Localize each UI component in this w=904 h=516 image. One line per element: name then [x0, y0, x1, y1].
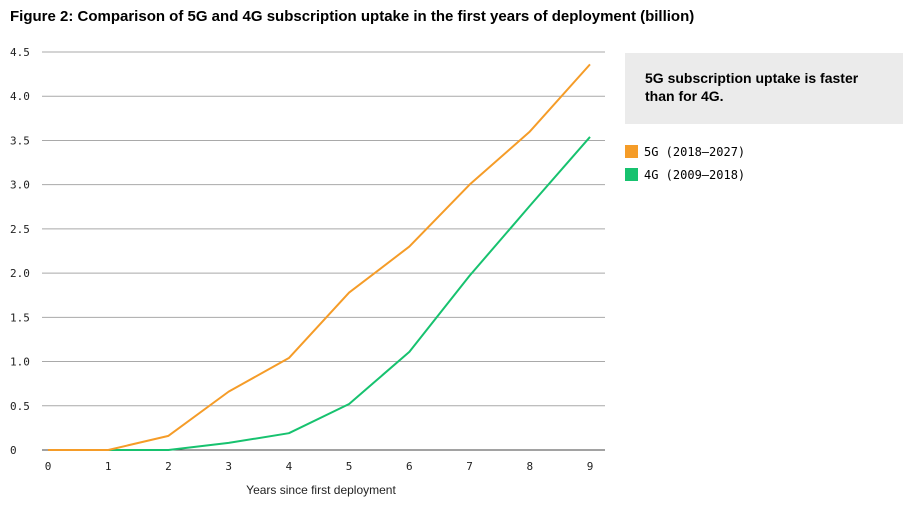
- legend: 5G (2018–2027) 4G (2009–2018): [625, 140, 745, 186]
- y-axis-ticks: 0 0.5 1.0 1.5 2.0 2.5 3.0 3.5 4.0 4.5: [10, 46, 30, 457]
- y-tick-label: 4.5: [10, 46, 30, 59]
- legend-label-4g: 4G (2009–2018): [644, 167, 746, 182]
- callout-box: 5G subscription uptake is faster than fo…: [625, 53, 903, 124]
- x-tick-label: 5: [346, 460, 353, 473]
- x-tick-label: 1: [105, 460, 112, 473]
- legend-item-5g: 5G (2018–2027): [625, 140, 745, 163]
- x-tick-label: 4: [286, 460, 293, 473]
- chart-title: Figure 2: Comparison of 5G and 4G subscr…: [10, 8, 695, 25]
- x-tick-label: 9: [587, 460, 594, 473]
- series-lines: [48, 63, 591, 451]
- legend-swatch-5g: [625, 145, 638, 158]
- y-tick-label: 2.5: [10, 223, 30, 236]
- x-axis-label: Years since first deployment: [246, 483, 396, 497]
- y-tick-label: 2.0: [10, 267, 30, 280]
- y-tick-label: 4.0: [10, 90, 30, 103]
- legend-label-5g: 5G (2018–2027): [644, 144, 746, 159]
- legend-swatch-4g: [625, 168, 638, 181]
- x-tick-label: 0: [45, 460, 52, 473]
- y-tick-label: 3.5: [10, 134, 30, 147]
- y-tick-label: 1.0: [10, 356, 30, 369]
- x-tick-label: 2: [165, 460, 172, 473]
- y-tick-label: 1.5: [10, 311, 30, 324]
- y-tick-label: 3.0: [10, 179, 30, 192]
- y-tick-label: 0.5: [10, 400, 30, 413]
- x-tick-label: 7: [466, 460, 473, 473]
- gridlines: [42, 51, 605, 451]
- x-tick-label: 3: [225, 460, 232, 473]
- legend-item-4g: 4G (2009–2018): [625, 163, 745, 186]
- x-axis-ticks: 0 1 2 3 4 5 6 7 8 9: [45, 460, 594, 473]
- y-tick-label: 0: [10, 444, 17, 457]
- x-tick-label: 8: [526, 460, 533, 473]
- x-tick-label: 6: [406, 460, 413, 473]
- series-line-5g: [48, 63, 591, 451]
- series-line-4g: [48, 136, 591, 451]
